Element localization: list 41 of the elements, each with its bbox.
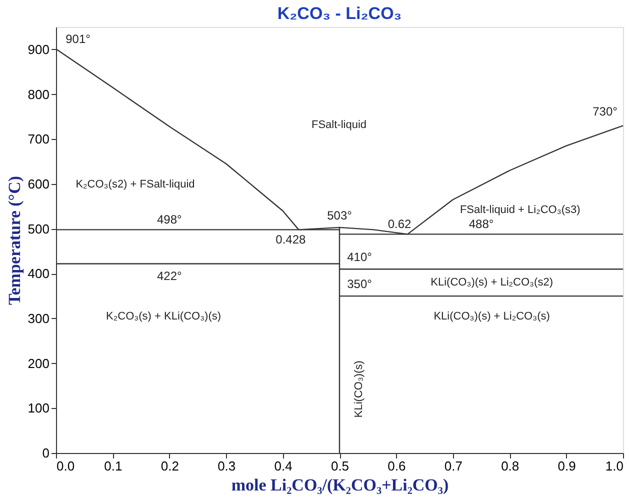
- annotation: 730°: [592, 104, 618, 119]
- y-tick-label: 0: [42, 446, 50, 460]
- y-tick-label: 800: [28, 86, 50, 102]
- annotation: K₂CO₃(s2) + FSalt-liquid: [76, 178, 195, 191]
- annotation: 0.62: [388, 217, 412, 232]
- y-axis-title: Temperature (°C): [4, 176, 24, 306]
- x-tick-label: 0.6: [388, 458, 406, 474]
- annotation: KLi(CO₃)(s) + Li₂CO₃(s): [434, 310, 550, 323]
- annotation: 901°: [66, 32, 91, 46]
- y-tick-label: 200: [28, 356, 50, 371]
- y-tick-label: 500: [28, 221, 50, 236]
- annotation: KLi(CO₃)(s): [352, 360, 365, 418]
- y-tick-label: 100: [28, 400, 50, 416]
- x-tick-label: 0.9: [558, 458, 576, 474]
- annotation: 503°: [327, 208, 352, 222]
- x-tick-label: 0.3: [218, 458, 236, 474]
- annotation: FSalt-liquid + Li₂CO₃(s3): [460, 204, 580, 216]
- annotation: 488°: [468, 217, 494, 232]
- annotation: 422°: [156, 268, 182, 283]
- annotation: K₂CO₃(s) + KLi(CO₃)(s): [106, 310, 222, 323]
- x-tick-label: 0.4: [274, 458, 292, 474]
- annotation: FSalt-liquid: [311, 118, 367, 131]
- x-axis-title: mole Li₂CO₃/(K₂CO₃+Li₂CO₃): [231, 476, 449, 494]
- chart-title: K₂CO₃ - Li₂CO₃: [277, 4, 402, 23]
- x-tick-label: 0.8: [501, 458, 520, 474]
- annotation: 410°: [347, 250, 372, 264]
- y-tick-label: 900: [28, 42, 50, 57]
- annotation: KLi(CO₃)(s) + Li₂CO₃(s2): [430, 276, 553, 289]
- x-tick-label: 0.2: [160, 458, 179, 474]
- y-tick-label: 300: [28, 310, 50, 326]
- x-tick-label: 1.0: [605, 458, 624, 474]
- y-tick-label: 700: [28, 132, 50, 147]
- x-tick-label: 0.1: [104, 458, 122, 474]
- x-tick-label: 0.7: [444, 458, 462, 474]
- annotation: 498°: [156, 212, 182, 227]
- x-tick-label: 0.5: [330, 458, 350, 474]
- annotation: 0.428: [276, 232, 306, 247]
- y-tick-label: 400: [28, 266, 50, 282]
- y-tick-label: 600: [28, 176, 50, 192]
- x-tick-label: 0.0: [56, 458, 75, 474]
- annotation: 350°: [347, 277, 372, 292]
